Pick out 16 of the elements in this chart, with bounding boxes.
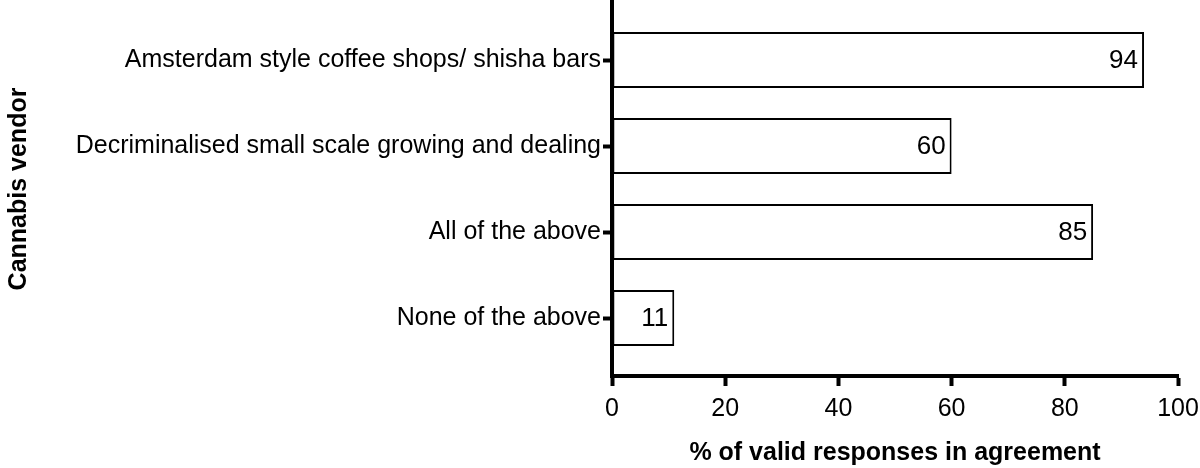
y-axis-title: Cannabis vendor — [2, 87, 31, 291]
data-label: 85 — [1058, 216, 1088, 247]
x-axis-title: % of valid responses in agreement — [689, 436, 1102, 465]
x-tick-label: 80 — [1050, 392, 1079, 421]
y-tick-label: Decriminalised small scale growing and dealing — [75, 129, 601, 158]
y-tick-label: Amsterdam style coffee shops/ shisha bars — [124, 43, 601, 72]
x-tick-label: 100 — [1157, 392, 1199, 421]
data-label: 60 — [916, 130, 946, 161]
x-tick-label: 60 — [937, 392, 966, 421]
data-label: 11 — [641, 302, 669, 333]
x-tick-label: 40 — [824, 392, 853, 421]
x-tick-label: 20 — [711, 392, 740, 421]
y-tick-label: None of the above — [396, 301, 601, 330]
data-label: 94 — [1109, 44, 1139, 75]
x-tick-label: 0 — [605, 392, 619, 421]
y-tick-label: All of the above — [428, 215, 601, 244]
